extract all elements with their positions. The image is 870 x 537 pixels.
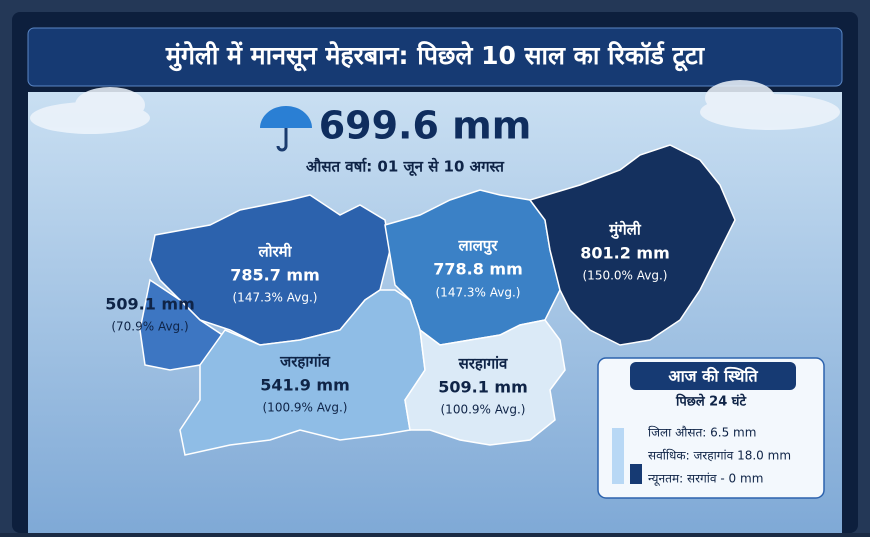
region-rainfall: 785.7 mm [230, 266, 320, 285]
region-share: (100.9% Avg.) [263, 401, 348, 415]
average-value: 699.6 mm [319, 104, 532, 148]
umbrella-icon [260, 106, 312, 152]
region-share: (147.3% Avg.) [436, 286, 521, 300]
region-share: (150.0% Avg.) [583, 269, 668, 283]
today-box [597, 357, 825, 499]
today-title: आज की स्थिति [668, 367, 758, 386]
region-name: लोरमी [257, 243, 292, 261]
bar-icon [612, 428, 624, 484]
today-item: न्यूनतम: सरगांव - 0 mm [648, 472, 763, 487]
today-item: जिला औसत: 6.5 mm [648, 426, 756, 440]
region-rainfall: 541.9 mm [260, 376, 350, 395]
region-share: (147.3% Avg.) [233, 291, 318, 305]
title: मुंगेली में मानसून मेहरबान: पिछले 10 साल… [165, 41, 706, 72]
region-sarhagaon [404, 319, 566, 446]
region-rainfall: 509.1 mm [105, 295, 195, 314]
clouds [30, 80, 840, 134]
bar-icon [630, 464, 642, 484]
today-item: सर्वाधिक: जरहागांव 18.0 mm [648, 449, 791, 463]
average-caption: औसत वर्षा: 01 जून से 10 अगस्त [306, 158, 505, 177]
region-share: (100.9% Avg.) [441, 403, 526, 417]
region-name: सरहागांव [458, 355, 508, 373]
region-share: (70.9% Avg.) [111, 320, 188, 334]
title-banner [27, 27, 843, 87]
region-rainfall: 801.2 mm [580, 244, 670, 263]
region-rainfall: 778.8 mm [433, 260, 523, 279]
region-name: जरहागांव [279, 353, 330, 371]
region-rainfall: 509.1 mm [438, 378, 528, 397]
region-name: लालपुर [458, 237, 499, 256]
region-name: मुंगेली [608, 221, 642, 240]
today-header [630, 362, 796, 390]
today-subtitle: पिछले 24 घंटे [675, 394, 747, 410]
region-mungeli [528, 144, 736, 346]
